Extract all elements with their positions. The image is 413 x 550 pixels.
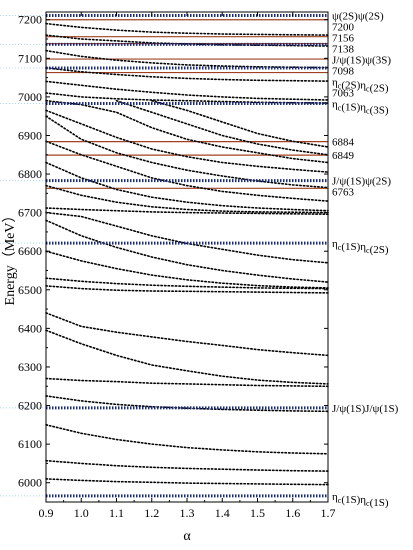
y-tick-label: 7000 [18, 90, 42, 104]
threshold-label: J/ψ(1S)ψ(2S) [332, 176, 391, 188]
dotted-curves [45, 22, 329, 486]
x-tick-label: 0.9 [39, 506, 54, 520]
curve-19 [115, 99, 329, 156]
curve-9 [45, 250, 329, 289]
curve-12 [45, 207, 329, 215]
curve-17 [45, 109, 329, 173]
x-tick-label: 1.2 [144, 506, 159, 520]
curve-14 [45, 161, 329, 212]
threshold-label: ηc(1S)ηc(1S) [332, 491, 389, 509]
y-axis-ticks: 6000 6100 6200 6300 6400 6500 6600 6700 6800 6900… [18, 13, 328, 490]
curve-10 [45, 219, 329, 283]
curve-6 [45, 312, 329, 357]
curve-22 [45, 80, 329, 101]
y-tick-label: 6600 [18, 244, 42, 258]
y-tick-label: 6300 [18, 360, 42, 374]
x-tick-label: 1.0 [74, 506, 89, 520]
x-tick-label: 1.6 [285, 506, 300, 520]
curve-15 [45, 140, 329, 202]
threshold-label: J/ψ(1S)ψ(3S) [332, 54, 391, 66]
threshold-label: ηc(2S)ηc(2S) [332, 76, 389, 94]
y-tick-label: 6900 [18, 128, 42, 142]
curve-23 [45, 67, 329, 82]
x-tick-label: 1.5 [250, 506, 265, 520]
threshold-label: ψ(2S)ψ(2S) [332, 10, 384, 22]
curve-1 [45, 478, 329, 486]
curve-4 [45, 377, 329, 388]
curve-16 [45, 115, 329, 189]
y-tick-label: 6000 [18, 476, 42, 490]
x-axis-ticks: 0.9 1.0 1.1 1.2 1.3 1.4 1.5 1.6 1.7 [39, 12, 336, 520]
resonance-label: 6884 [332, 137, 355, 149]
resonance-label: 6849 [332, 150, 355, 162]
curve-20 [151, 99, 329, 148]
x-tick-label: 1.7 [321, 506, 336, 520]
y-tick-label: 7200 [18, 13, 42, 27]
threshold-lines [46, 13, 328, 498]
resonance-label: 7098 [332, 65, 355, 77]
resonance-label: 7063 [332, 87, 355, 99]
curve-8 [45, 277, 329, 290]
curve-13 [45, 184, 329, 214]
curve-7 [45, 285, 329, 294]
y-tick-label: 6700 [18, 206, 42, 220]
curve-2 [45, 424, 329, 455]
y-tick-label: 7100 [18, 51, 42, 65]
x-tick-label: 1.4 [215, 506, 230, 520]
plot-frame [45, 11, 329, 503]
resonance-label: 7138 [332, 43, 355, 55]
threshold-label: ηc(1S)ηc(3S) [332, 98, 389, 116]
curve-26 [45, 22, 329, 36]
threshold-label: J/ψ(1S)J/ψ(1S) [332, 403, 399, 415]
right-side-labels: ψ(2S)ψ(2S)720071567138J/ψ(1S)ψ(3S)7098ηc… [332, 10, 399, 508]
threshold-label: ηc(1S)ηc(2S) [332, 238, 389, 256]
curve-0 [45, 459, 329, 472]
x-tick-label: 1.1 [109, 506, 124, 520]
resonance-label: 6763 [332, 187, 355, 199]
resonance-label: 7156 [332, 32, 355, 44]
x-tick-label: 1.3 [180, 506, 195, 520]
y-tick-label: 6100 [18, 437, 42, 451]
y-tick-label: 6800 [18, 167, 42, 181]
y-tick-label: 6200 [18, 399, 42, 413]
y-axis-label: Energy（MeV） [2, 209, 18, 306]
y-tick-label: 6400 [18, 321, 42, 335]
resonance-label: 7200 [332, 21, 355, 33]
y-tick-label: 6500 [18, 283, 42, 297]
curve-5 [45, 329, 329, 385]
curve-18 [45, 99, 329, 164]
x-axis-label: α [183, 529, 191, 544]
curve-11 [45, 211, 329, 264]
